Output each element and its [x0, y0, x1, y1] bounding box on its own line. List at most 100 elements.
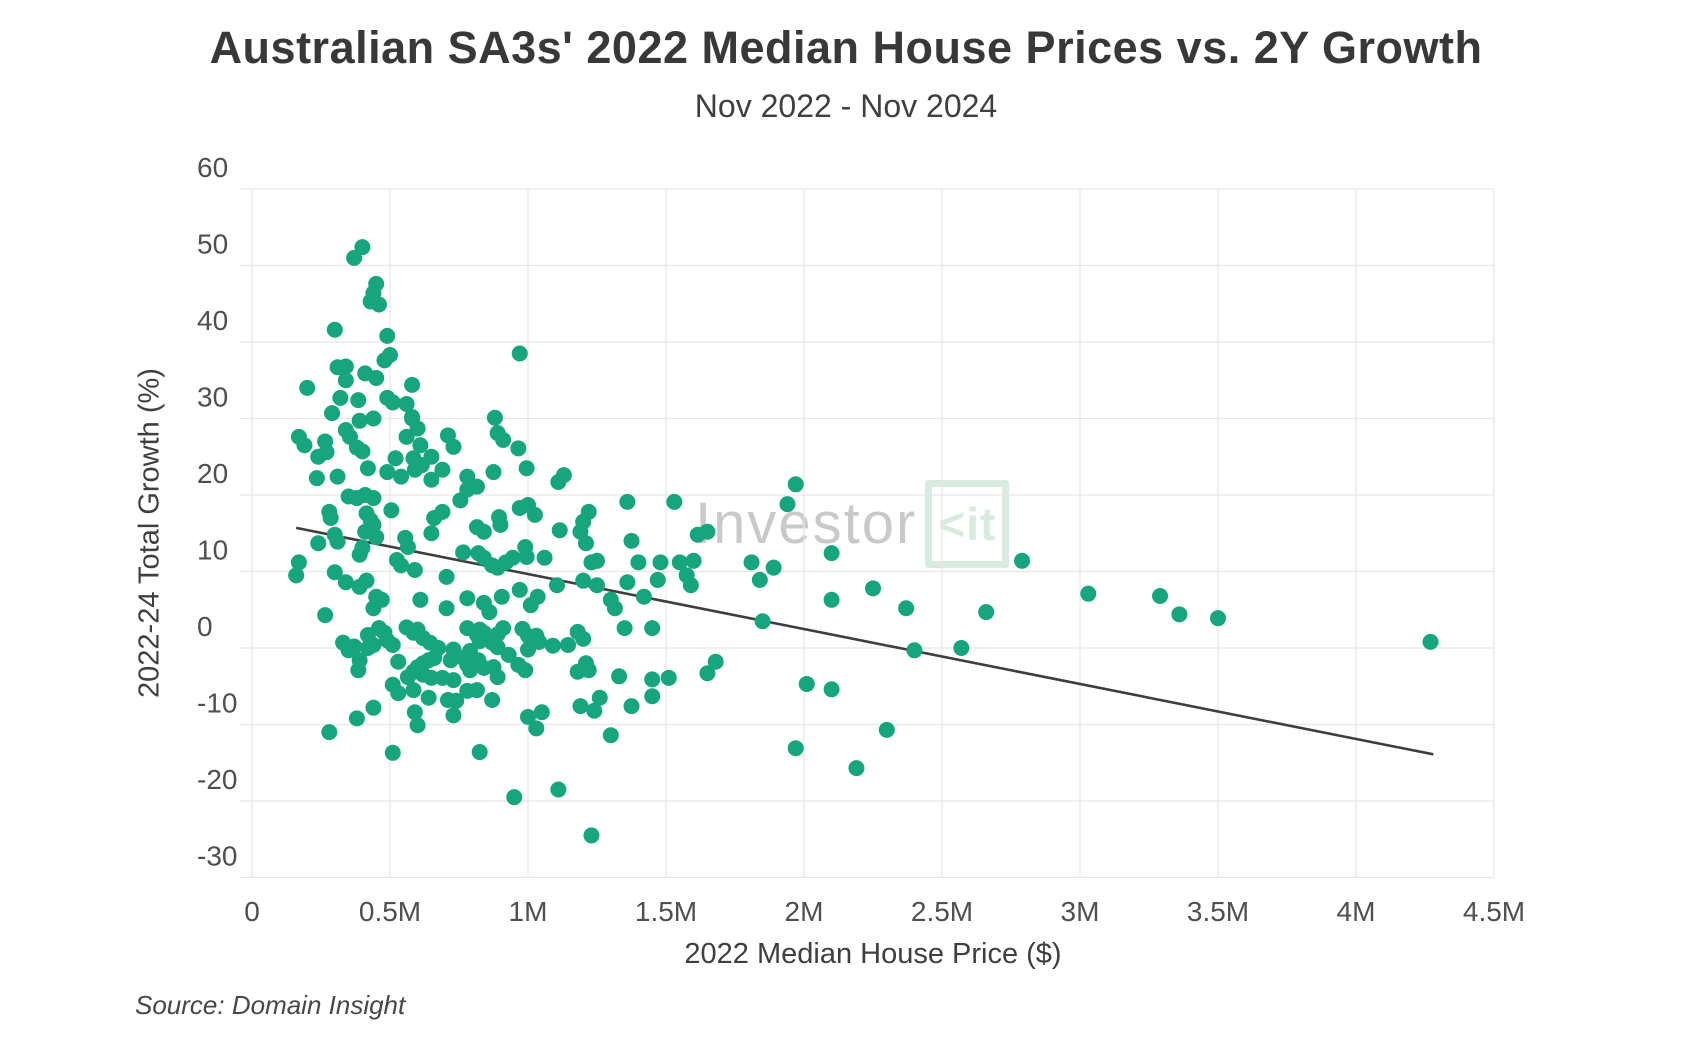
scatter-point [423, 449, 439, 465]
scatter-point [321, 724, 337, 740]
x-tick-label: 2M [785, 896, 824, 927]
scatter-point [494, 589, 510, 605]
scatter-point [644, 688, 660, 704]
scatter-point [368, 529, 384, 545]
scatter-point [385, 637, 401, 653]
chart-canvas: Australian SA3s' 2022 Median House Price… [0, 0, 1692, 1046]
scatter-point [445, 439, 461, 455]
x-tick-label: 3.5M [1187, 896, 1249, 927]
scatter-point [953, 640, 969, 656]
scatter-point [481, 604, 497, 620]
scatter-point [686, 553, 702, 569]
scatter-point [898, 600, 914, 616]
scatter-point [527, 507, 543, 523]
scatter-point [459, 482, 475, 498]
scatter-point [299, 380, 315, 396]
scatter-point [459, 590, 475, 606]
scatter-point [1152, 588, 1168, 604]
scatter-point [492, 517, 508, 533]
scatter-point [383, 502, 399, 518]
scatter-point [323, 510, 339, 526]
scatter-point [583, 827, 599, 843]
scatter-point [390, 654, 406, 670]
scatter-point [788, 740, 804, 756]
scatter-point [619, 494, 635, 510]
scatter-point [581, 662, 597, 678]
scatter-point [365, 490, 381, 506]
scatter-point [666, 494, 682, 510]
scatter-point [327, 322, 343, 338]
scatter-point [505, 550, 521, 566]
scatter-point [476, 524, 492, 540]
scatter-point [520, 642, 536, 658]
scatter-point [317, 607, 333, 623]
scatter-point [405, 682, 421, 698]
scatter-point [434, 504, 450, 520]
scatter-point [421, 690, 437, 706]
scatter-point [330, 469, 346, 485]
scatter-point [644, 671, 660, 687]
scatter-point [490, 669, 506, 685]
y-tick-label: 60 [197, 152, 228, 183]
scatter-point [338, 358, 354, 374]
x-tick-label: 0 [244, 896, 260, 927]
x-tick-label: 2.5M [911, 896, 973, 927]
scatter-point [349, 710, 365, 726]
scatter-plot: 00.5M1M1.5M2M2.5M3M3.5M4M4.5M60504030201… [0, 0, 1692, 1046]
scatter-point [368, 370, 384, 386]
scatter-point [879, 722, 895, 738]
scatter-point [575, 631, 591, 647]
scatter-point [455, 544, 471, 560]
scatter-point [545, 638, 561, 654]
scatter-point [379, 464, 395, 480]
scatter-point [788, 476, 804, 492]
scatter-point [603, 727, 619, 743]
scatter-point [385, 394, 401, 410]
scatter-point [537, 550, 553, 566]
scatter-point [400, 539, 416, 555]
x-tick-label: 3M [1061, 896, 1100, 927]
scatter-point [589, 577, 605, 593]
scatter-point [445, 672, 461, 688]
scatter-point [365, 700, 381, 716]
scatter-point [354, 443, 370, 459]
scatter-point [517, 662, 533, 678]
scatter-point [324, 405, 340, 421]
scatter-point [644, 620, 660, 636]
scatter-point [350, 392, 366, 408]
y-tick-label: -10 [197, 688, 237, 719]
scatter-point [288, 567, 304, 583]
x-tick-label: 4.5M [1463, 896, 1525, 927]
scatter-point [683, 577, 699, 593]
scatter-point [393, 557, 409, 573]
x-tick-label: 4M [1337, 896, 1376, 927]
scatter-point [528, 720, 544, 736]
scatter-point [779, 496, 795, 512]
scatter-point [407, 562, 423, 578]
scatter-point [617, 620, 633, 636]
scatter-point [652, 554, 668, 570]
scatter-point [390, 685, 406, 701]
y-tick-label: 20 [197, 458, 228, 489]
scatter-point [848, 760, 864, 776]
scatter-point [486, 464, 502, 480]
scatter-point [550, 782, 566, 798]
y-tick-label: -30 [197, 841, 237, 872]
y-tick-label: 10 [197, 535, 228, 566]
scatter-point [619, 574, 635, 590]
scatter-point [360, 460, 376, 476]
scatter-point [865, 580, 881, 596]
scatter-point [766, 560, 782, 576]
scatter-point [650, 572, 666, 588]
scatter-point [549, 577, 565, 593]
scatter-point [560, 637, 576, 653]
x-tick-label: 1M [509, 896, 548, 927]
scatter-point [310, 449, 326, 465]
scatter-point [399, 429, 415, 445]
scatter-point [352, 413, 368, 429]
scatter-point [978, 604, 994, 620]
y-tick-label: 40 [197, 305, 228, 336]
scatter-point [439, 569, 455, 585]
scatter-point [388, 450, 404, 466]
scatter-point [530, 589, 546, 605]
